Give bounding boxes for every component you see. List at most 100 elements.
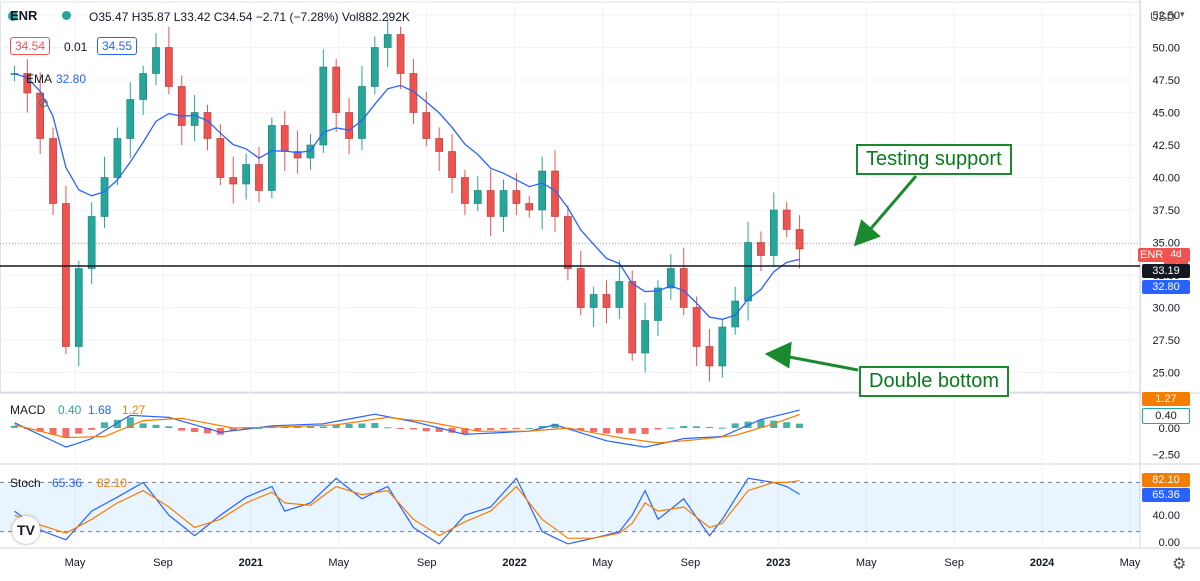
- macd-histogram-bar: [255, 428, 263, 429]
- hide-eye-icon[interactable]: ⊘: [38, 95, 49, 110]
- symbol-label: ENR: [10, 8, 38, 23]
- macd-histogram-bar: [783, 422, 791, 428]
- candle-body: [345, 112, 353, 139]
- candle-body: [422, 112, 431, 139]
- macd-hist-value: 0.40: [58, 403, 82, 417]
- macd-histogram-bar: [397, 428, 405, 429]
- macd-histogram-bar: [448, 428, 456, 433]
- candle-body: [564, 216, 572, 269]
- macd-hist-tag: 0.40: [1142, 408, 1190, 424]
- candle-body: [795, 229, 804, 250]
- live-indicator: [62, 11, 71, 20]
- candle-body: [319, 66, 328, 146]
- macd-histogram-bar: [693, 426, 701, 428]
- market-status-dot: [8, 11, 18, 21]
- testing-support-annotation[interactable]: Testing support: [856, 144, 1012, 175]
- macd-histogram-bar: [165, 426, 173, 428]
- macd-signal-line: [14, 413, 800, 444]
- macd-histogram-bar: [371, 422, 379, 428]
- candle-body: [113, 138, 122, 178]
- macd-histogram-bar: [358, 423, 366, 428]
- ema-label: EMA: [26, 72, 53, 86]
- candle-body: [731, 300, 740, 328]
- price-tick-label: 47.50: [1152, 75, 1180, 87]
- macd-histogram-bar: [667, 427, 675, 429]
- bid-price[interactable]: 34.54: [10, 37, 51, 55]
- candle-body: [152, 47, 160, 74]
- candle-body: [242, 164, 250, 185]
- time-tick-label: 2021: [239, 557, 263, 569]
- macd-histogram-bar: [75, 428, 83, 434]
- candle-body: [473, 190, 482, 204]
- candle-body: [718, 326, 727, 367]
- candle-body: [461, 177, 469, 204]
- candle-body: [615, 281, 624, 308]
- macd-histogram-bar: [191, 428, 199, 432]
- candle-body: [448, 151, 456, 178]
- candle-body: [782, 209, 791, 230]
- candle-body: [23, 73, 32, 94]
- bottom-arrow: [764, 341, 859, 372]
- candle-body: [705, 346, 714, 367]
- macd-histogram-bar: [641, 428, 649, 435]
- time-tick-label: May: [592, 557, 613, 569]
- macd-histogram-bar: [512, 428, 520, 429]
- candle-body: [36, 92, 45, 139]
- candle-body: [62, 203, 70, 347]
- candle-body: [654, 287, 662, 321]
- candle-body: [255, 164, 263, 191]
- macd-histogram-bar: [628, 428, 636, 434]
- macd-histogram-bar: [602, 428, 611, 434]
- candle-body: [229, 177, 238, 185]
- time-tick-label: Sep: [417, 557, 437, 569]
- candle-body: [667, 268, 675, 289]
- support-arrow: [853, 175, 918, 247]
- macd-histogram-bar: [113, 419, 121, 428]
- macd-histogram-bar: [731, 423, 739, 428]
- time-tick-label: 2023: [766, 557, 790, 569]
- double-bottom-annotation[interactable]: Double bottom: [859, 366, 1010, 397]
- ema-level-tag: 32.80: [1142, 280, 1190, 294]
- candle-body: [409, 73, 418, 113]
- currency-label[interactable]: USD: [1150, 10, 1176, 24]
- macd-histogram-bar: [332, 424, 340, 428]
- macd-signal-value: 1.27: [122, 403, 146, 417]
- time-tick-label: 2024: [1030, 557, 1055, 569]
- price-tick-label: 35.00: [1152, 238, 1180, 250]
- candle-body: [268, 125, 276, 191]
- macd-histogram-bar: [126, 417, 134, 428]
- macd-histogram-bar: [680, 425, 688, 428]
- spread-value: 0.01: [64, 40, 88, 54]
- macd-histogram-bar: [178, 428, 186, 431]
- macd-histogram-bar: [718, 427, 726, 429]
- macd-histogram-bar: [139, 423, 147, 428]
- price-tick-label: 42.50: [1152, 140, 1180, 152]
- macd-tick-label: 0.00: [1159, 423, 1180, 435]
- stoch-label: Stoch: [10, 476, 41, 490]
- price-tick-label: 40.00: [1152, 173, 1180, 185]
- macd-histogram-bar: [461, 428, 469, 434]
- ask-price[interactable]: 34.55: [97, 37, 138, 55]
- time-tick-label: May: [65, 557, 86, 569]
- candle-body: [628, 281, 637, 354]
- candle-body: [126, 99, 135, 139]
- macd-histogram-bar: [474, 428, 482, 431]
- currency-chevron-icon[interactable]: ▾: [1180, 9, 1185, 19]
- candle-body: [165, 47, 173, 87]
- time-tick-label: Sep: [153, 557, 173, 569]
- settings-gear-icon[interactable]: ⚙: [1172, 556, 1187, 573]
- candle-body: [486, 190, 495, 217]
- price-tick-label: 45.00: [1152, 108, 1180, 120]
- macd-histogram-bar: [203, 428, 212, 434]
- candle-body: [589, 294, 598, 308]
- candle-body: [692, 307, 701, 347]
- candle-body: [679, 268, 688, 308]
- stoch-d-tag: 82.10: [1142, 473, 1190, 487]
- macd-histogram-bar: [88, 428, 96, 430]
- macd-histogram-bar: [538, 425, 546, 428]
- macd-histogram-bar: [796, 423, 804, 428]
- candle-body: [177, 86, 186, 126]
- macd-histogram-bar: [435, 428, 443, 432]
- candle-body: [139, 73, 147, 100]
